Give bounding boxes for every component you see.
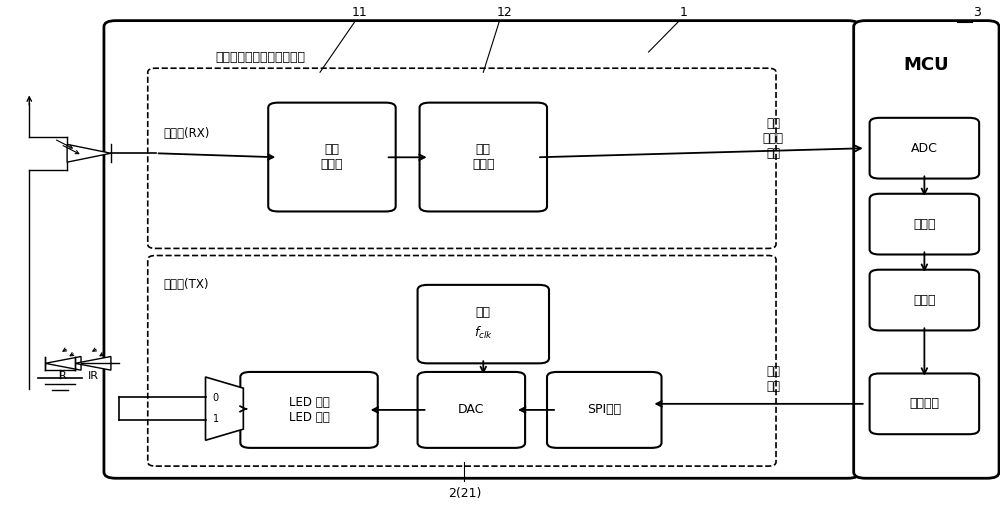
Text: 血氧
饱和度
脉率: 血氧 饱和度 脉率: [763, 117, 784, 159]
FancyBboxPatch shape: [870, 194, 979, 254]
Text: 发射端(TX): 发射端(TX): [164, 278, 209, 291]
Text: 3: 3: [973, 6, 981, 19]
Text: ADC: ADC: [911, 142, 938, 155]
Text: 1: 1: [212, 414, 219, 424]
Text: DAC: DAC: [458, 404, 485, 416]
Text: 时钟: 时钟: [476, 306, 491, 320]
Text: 控制逻辑: 控制逻辑: [909, 398, 939, 410]
Polygon shape: [206, 377, 243, 440]
Text: 11: 11: [352, 6, 368, 19]
Polygon shape: [75, 356, 111, 370]
FancyBboxPatch shape: [104, 21, 860, 478]
Text: 1: 1: [679, 6, 687, 19]
Text: 低通
滤波器: 低通 滤波器: [472, 143, 495, 171]
Polygon shape: [45, 356, 81, 370]
FancyBboxPatch shape: [870, 374, 979, 434]
FancyBboxPatch shape: [870, 270, 979, 330]
Text: SPI接口: SPI接口: [587, 404, 621, 416]
FancyBboxPatch shape: [148, 68, 776, 248]
FancyBboxPatch shape: [148, 256, 776, 466]
Text: 接收端(RX): 接收端(RX): [164, 127, 210, 139]
Text: 2(21): 2(21): [448, 487, 481, 500]
FancyBboxPatch shape: [240, 372, 378, 448]
Text: 存储器: 存储器: [913, 218, 936, 231]
Text: R: R: [59, 371, 67, 381]
Text: 跨阻
放大器: 跨阻 放大器: [321, 143, 343, 171]
FancyBboxPatch shape: [268, 103, 396, 211]
Text: 亮度
控制: 亮度 控制: [766, 364, 780, 392]
Text: MCU: MCU: [904, 55, 949, 74]
FancyBboxPatch shape: [854, 21, 999, 478]
Text: 12: 12: [496, 6, 512, 19]
Text: 血氧脉搏采集前端集成电路: 血氧脉搏采集前端集成电路: [215, 50, 305, 64]
Text: 处理器: 处理器: [913, 294, 936, 306]
FancyBboxPatch shape: [418, 285, 549, 363]
FancyBboxPatch shape: [870, 118, 979, 179]
Text: LED 驱动
LED 选择: LED 驱动 LED 选择: [289, 396, 329, 424]
FancyBboxPatch shape: [420, 103, 547, 211]
Polygon shape: [67, 145, 111, 162]
Text: 0: 0: [212, 393, 219, 403]
Text: $f_{clk}$: $f_{clk}$: [474, 325, 493, 341]
FancyBboxPatch shape: [418, 372, 525, 448]
FancyBboxPatch shape: [547, 372, 662, 448]
Text: IR: IR: [87, 371, 98, 381]
